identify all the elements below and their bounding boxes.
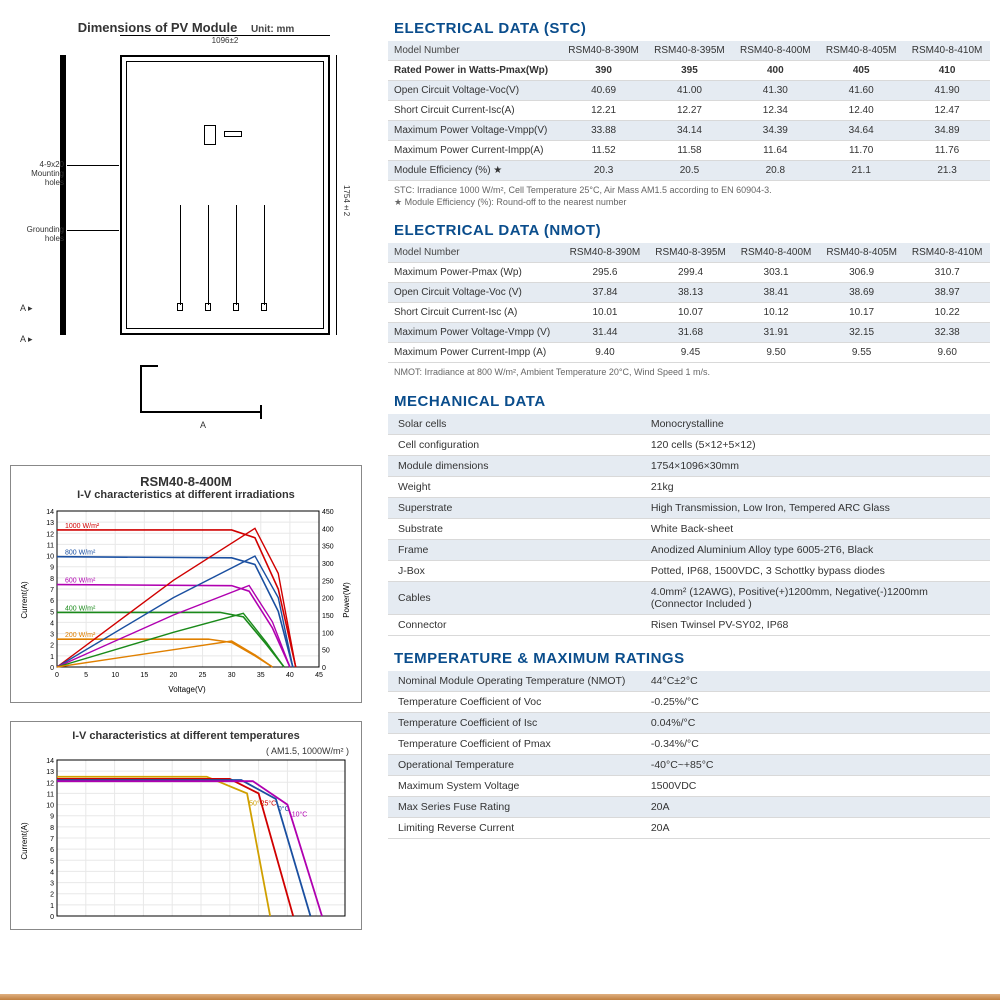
svg-text:150: 150	[322, 613, 334, 620]
iv-temperature-chart: 0123456789101112131450°C25°C0°C-10°CCurr…	[17, 756, 357, 926]
iv-irradiance-chart-card: RSM40-8-400M I-V characteristics at diff…	[10, 465, 362, 703]
svg-text:35: 35	[257, 672, 265, 679]
iv-temperature-chart-card: I-V characteristics at different tempera…	[10, 721, 362, 930]
svg-text:450: 450	[322, 509, 334, 516]
svg-text:15: 15	[140, 672, 148, 679]
svg-text:100: 100	[322, 630, 334, 637]
footer-rule	[0, 994, 1000, 1000]
svg-text:13: 13	[46, 769, 54, 776]
svg-text:800 W/m²: 800 W/m²	[65, 550, 96, 557]
mech-title: MECHANICAL DATA	[394, 393, 990, 410]
ground-holes-label: Grounding holes	[12, 225, 64, 243]
svg-text:45: 45	[315, 672, 323, 679]
svg-text:400: 400	[322, 526, 334, 533]
svg-text:10: 10	[111, 672, 119, 679]
svg-text:50: 50	[322, 648, 330, 655]
svg-text:20: 20	[170, 672, 178, 679]
chart1-model: RSM40-8-400M	[17, 474, 355, 489]
svg-text:3: 3	[50, 632, 54, 639]
stc-note: STC: Irradiance 1000 W/m², Cell Temperat…	[394, 185, 990, 208]
svg-text:0: 0	[55, 672, 59, 679]
stc-title: ELECTRICAL DATA (STC)	[394, 20, 990, 37]
svg-text:10: 10	[46, 554, 54, 561]
svg-text:25: 25	[199, 672, 207, 679]
cross-section-diagram: A	[120, 365, 340, 445]
svg-text:5: 5	[84, 672, 88, 679]
svg-text:300: 300	[322, 561, 334, 568]
svg-text:1: 1	[50, 654, 54, 661]
stc-table: Model NumberRSM40-8-390MRSM40-8-395MRSM4…	[388, 41, 990, 181]
svg-text:14: 14	[46, 758, 54, 765]
dim-width: 1096±2	[120, 35, 330, 45]
svg-text:25°C: 25°C	[261, 799, 277, 807]
chart2-title: I-V characteristics at different tempera…	[17, 730, 355, 742]
svg-text:250: 250	[322, 578, 334, 585]
svg-text:8: 8	[50, 576, 54, 583]
svg-text:7: 7	[50, 836, 54, 843]
svg-text:7: 7	[50, 587, 54, 594]
svg-text:2: 2	[50, 892, 54, 899]
svg-text:9: 9	[50, 565, 54, 572]
svg-text:600 W/m²: 600 W/m²	[65, 578, 96, 585]
svg-text:11: 11	[47, 542, 54, 549]
svg-text:-10°C: -10°C	[289, 811, 307, 819]
chart1-title: I-V characteristics at different irradia…	[17, 489, 355, 501]
svg-text:10: 10	[46, 803, 54, 810]
dimensions-title: Dimensions of PV Module	[78, 20, 238, 35]
svg-text:Current(A): Current(A)	[20, 581, 29, 619]
chart2-cond: ( AM1.5, 1000W/m² )	[17, 746, 349, 756]
svg-text:Current(A): Current(A)	[20, 822, 29, 860]
svg-text:4: 4	[50, 869, 54, 876]
mech-table: Solar cellsMonocrystallineCell configura…	[388, 414, 990, 636]
temp-title: TEMPERATURE & MAXIMUM RATINGS	[394, 650, 990, 667]
svg-text:400 W/m²: 400 W/m²	[65, 605, 96, 612]
svg-text:200 W/m²: 200 W/m²	[65, 632, 96, 639]
nmot-table: Model NumberRSM40-8-390MRSM40-8-395MRSM4…	[388, 243, 990, 363]
svg-text:14: 14	[46, 509, 54, 516]
svg-text:4: 4	[50, 620, 54, 627]
svg-text:6: 6	[50, 847, 54, 854]
svg-text:3: 3	[50, 881, 54, 888]
svg-text:2: 2	[50, 643, 54, 650]
nmot-title: ELECTRICAL DATA (NMOT)	[394, 222, 990, 239]
dim-height: 1754±2	[342, 185, 351, 216]
svg-text:6: 6	[50, 598, 54, 605]
svg-text:9: 9	[50, 814, 54, 821]
dimensions-unit: Unit: mm	[251, 24, 294, 35]
svg-text:Voltage(V): Voltage(V)	[168, 685, 206, 694]
svg-text:0: 0	[50, 665, 54, 672]
svg-text:200: 200	[322, 596, 334, 603]
iv-irradiance-chart: 0510152025303540450123456789101112131405…	[17, 505, 357, 695]
svg-text:8: 8	[50, 825, 54, 832]
svg-text:13: 13	[46, 520, 54, 527]
svg-text:5: 5	[50, 609, 54, 616]
mount-holes-label: 4-9x20 Mounting holes	[12, 160, 64, 187]
svg-text:0: 0	[50, 914, 54, 921]
svg-text:1000 W/m²: 1000 W/m²	[65, 523, 100, 530]
nmot-note: NMOT: Irradiance at 800 W/m², Ambient Te…	[394, 367, 990, 379]
svg-text:0: 0	[322, 665, 326, 672]
svg-text:1: 1	[50, 903, 54, 910]
svg-text:Power(W): Power(W)	[342, 582, 351, 618]
svg-text:30: 30	[228, 672, 236, 679]
svg-text:12: 12	[46, 780, 54, 787]
svg-text:350: 350	[322, 544, 334, 551]
module-diagram: 1096±2 1754±2 4-9x20 Mounting holes Grou…	[10, 45, 350, 355]
svg-text:11: 11	[47, 791, 54, 798]
temp-table: Nominal Module Operating Temperature (NM…	[388, 671, 990, 839]
svg-text:5: 5	[50, 858, 54, 865]
svg-text:40: 40	[286, 672, 294, 679]
svg-text:12: 12	[46, 531, 54, 538]
